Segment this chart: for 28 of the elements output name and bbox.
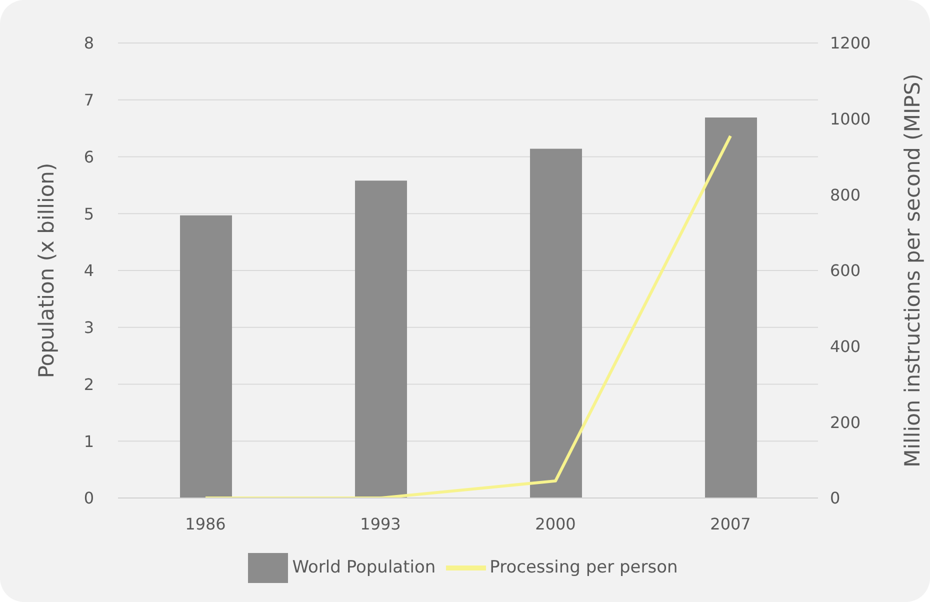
- bar: [530, 148, 582, 498]
- x-tick-label: 1993: [360, 514, 401, 534]
- legend-label: World Population: [292, 558, 436, 578]
- y-tick-label: 8: [84, 34, 94, 53]
- y-tick-label: 2: [84, 374, 94, 394]
- y2-tick-label: 1200: [830, 34, 871, 53]
- y-axis-title: Population (x billion): [34, 162, 58, 378]
- y-tick-label: 5: [84, 204, 94, 224]
- y-tick-label: 7: [84, 90, 94, 110]
- y-tick-label: 1: [84, 432, 94, 451]
- y2-tick-label: 200: [830, 412, 861, 432]
- y2-tick-label: 600: [830, 261, 861, 280]
- y-tick-label: 3: [84, 318, 94, 338]
- bar: [705, 118, 757, 498]
- x-tick-label: 2007: [710, 514, 751, 534]
- y2-axis-title: Million instructions per second (MIPS): [900, 74, 924, 468]
- bar: [355, 180, 407, 498]
- x-tick-label: 1986: [185, 514, 226, 534]
- y-tick-label: 4: [84, 261, 94, 280]
- y-tick-label: 0: [84, 488, 94, 508]
- y2-tick-label: 800: [830, 185, 861, 204]
- y2-tick-label: 400: [830, 337, 861, 356]
- legend-label: Processing per person: [490, 558, 678, 578]
- bar: [180, 215, 232, 498]
- y2-tick-label: 1000: [830, 110, 871, 129]
- y-tick-label: 6: [84, 147, 94, 166]
- x-tick-label: 2000: [535, 514, 576, 534]
- y2-tick-label: 0: [830, 488, 840, 508]
